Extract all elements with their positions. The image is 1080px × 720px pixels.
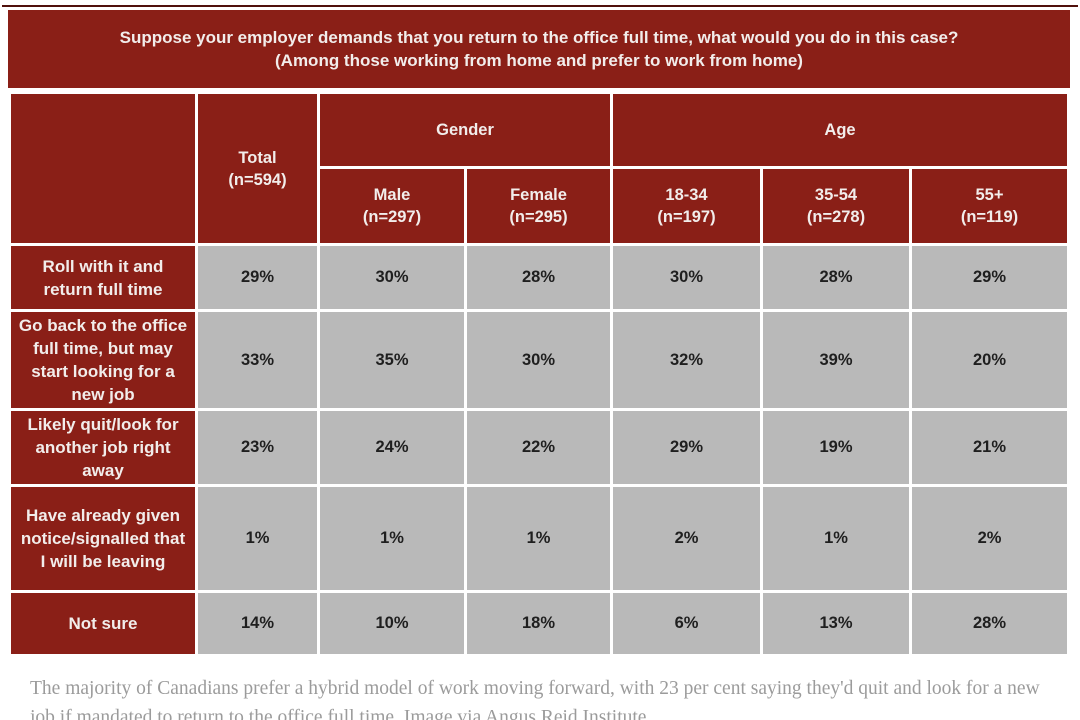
table-row: Have already given notice/signalled that…: [10, 486, 1069, 592]
table-row: Roll with it and return full time 29% 30…: [10, 245, 1069, 311]
table-cell: 1%: [466, 486, 612, 592]
col-group-gender: Gender: [319, 93, 612, 168]
row-label: Not sure: [10, 592, 197, 656]
col-header-male: Male (n=297): [319, 168, 466, 245]
table-cell: 29%: [911, 245, 1069, 311]
table-cell: 18%: [466, 592, 612, 656]
col-header-55plus-n: (n=119): [918, 206, 1061, 228]
col-header-female: Female (n=295): [466, 168, 612, 245]
col-header-total-n: (n=594): [204, 169, 311, 191]
col-header-female-label: Female: [473, 184, 604, 206]
col-header-male-label: Male: [326, 184, 458, 206]
row-label: Roll with it and return full time: [10, 245, 197, 311]
table-cell: 10%: [319, 592, 466, 656]
col-header-18-34-n: (n=197): [619, 206, 754, 228]
survey-table: Total (n=594) Gender Age Male (n=297) Fe…: [8, 91, 1070, 657]
table-cell: 1%: [319, 486, 466, 592]
table-cell: 39%: [762, 311, 911, 410]
col-header-55plus-label: 55+: [918, 184, 1061, 206]
top-divider: [2, 5, 1078, 7]
col-group-age: Age: [612, 93, 1069, 168]
col-header-female-n: (n=295): [473, 206, 604, 228]
table-cell: 2%: [612, 486, 762, 592]
table-cell: 28%: [911, 592, 1069, 656]
table-cell: 33%: [197, 311, 319, 410]
col-header-35-54-n: (n=278): [769, 206, 903, 228]
image-caption: The majority of Canadians prefer a hybri…: [30, 674, 1042, 720]
table-cell: 24%: [319, 410, 466, 486]
table-cell: 21%: [911, 410, 1069, 486]
table-cell: 23%: [197, 410, 319, 486]
col-header-35-54-label: 35-54: [769, 184, 903, 206]
col-header-total: Total (n=594): [197, 93, 319, 245]
table-row: Not sure 14% 10% 18% 6% 13% 28%: [10, 592, 1069, 656]
table-cell: 35%: [319, 311, 466, 410]
table-cell: 6%: [612, 592, 762, 656]
table-cell: 19%: [762, 410, 911, 486]
table-cell: 13%: [762, 592, 911, 656]
table-cell: 28%: [762, 245, 911, 311]
col-header-18-34-label: 18-34: [619, 184, 754, 206]
table-title: Suppose your employer demands that you r…: [120, 26, 959, 49]
table-title-block: Suppose your employer demands that you r…: [8, 10, 1070, 88]
table-cell: 14%: [197, 592, 319, 656]
col-header-18-34: 18-34 (n=197): [612, 168, 762, 245]
page: Suppose your employer demands that you r…: [0, 0, 1080, 720]
table-cell: 2%: [911, 486, 1069, 592]
table-cell: 28%: [466, 245, 612, 311]
table-cell: 32%: [612, 311, 762, 410]
row-label: Go back to the office full time, but may…: [10, 311, 197, 410]
table-cell: 29%: [612, 410, 762, 486]
table-row: Go back to the office full time, but may…: [10, 311, 1069, 410]
survey-figure: Suppose your employer demands that you r…: [8, 10, 1070, 657]
table-cell: 30%: [612, 245, 762, 311]
col-header-male-n: (n=297): [326, 206, 458, 228]
table-cell: 1%: [762, 486, 911, 592]
table-cell: 29%: [197, 245, 319, 311]
col-header-total-label: Total: [204, 147, 311, 169]
table-row: Likely quit/look for another job right a…: [10, 410, 1069, 486]
table-subtitle: (Among those working from home and prefe…: [275, 49, 803, 72]
table-cell: 20%: [911, 311, 1069, 410]
row-label: Have already given notice/signalled that…: [10, 486, 197, 592]
table-cell: 1%: [197, 486, 319, 592]
col-header-55plus: 55+ (n=119): [911, 168, 1069, 245]
table-cell: 30%: [466, 311, 612, 410]
table-cell: 22%: [466, 410, 612, 486]
corner-cell: [10, 93, 197, 245]
col-header-35-54: 35-54 (n=278): [762, 168, 911, 245]
row-label: Likely quit/look for another job right a…: [10, 410, 197, 486]
table-cell: 30%: [319, 245, 466, 311]
